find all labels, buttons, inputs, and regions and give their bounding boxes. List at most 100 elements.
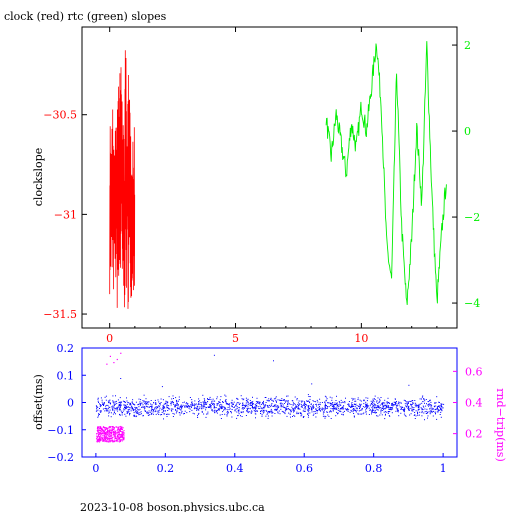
- offset-point: [282, 404, 284, 406]
- rndtrip-point: [111, 438, 113, 440]
- offset-point: [350, 409, 352, 411]
- offset-point: [222, 411, 224, 413]
- offset-point: [419, 411, 421, 413]
- rndtrip-point: [108, 435, 110, 437]
- offset-point: [221, 414, 223, 415]
- offset-point: [395, 401, 397, 403]
- offset-point: [395, 401, 397, 402]
- rndtrip-point: [122, 433, 124, 435]
- offset-point: [233, 401, 235, 403]
- offset-point: [367, 405, 369, 407]
- offset-point: [189, 411, 191, 413]
- offset-point: [376, 401, 378, 403]
- rndtrip-point: [123, 433, 125, 435]
- offset-point: [390, 404, 392, 406]
- offset-point: [198, 398, 200, 400]
- offset-point: [209, 404, 211, 405]
- offset-point: [420, 407, 422, 409]
- offset-point: [249, 400, 251, 401]
- offset-point: [429, 408, 431, 410]
- offset-point: [342, 406, 344, 408]
- offset-point: [172, 413, 174, 414]
- offset-point: [265, 415, 267, 417]
- offset-point: [305, 406, 306, 408]
- offset-point: [201, 411, 203, 413]
- offset-point: [97, 400, 99, 402]
- offset-point: [392, 408, 394, 410]
- rndtrip-point: [108, 441, 110, 443]
- rndtrip-outlier-point: [120, 352, 122, 354]
- offset-point: [103, 402, 105, 403]
- offset-point: [374, 404, 376, 406]
- offset-point: [226, 415, 228, 417]
- offset-point: [241, 408, 243, 410]
- offset-point: [222, 402, 224, 403]
- offset-point: [354, 398, 356, 400]
- offset-point: [403, 413, 405, 415]
- rndtrip-point: [103, 435, 105, 436]
- offset-point: [344, 408, 346, 410]
- offset-point: [343, 405, 345, 407]
- top-x-tick-label: 5: [232, 332, 239, 345]
- offset-point: [205, 403, 207, 405]
- offset-point: [150, 403, 152, 405]
- offset-point: [203, 403, 205, 405]
- offset-point: [168, 408, 170, 410]
- offset-point: [228, 404, 230, 406]
- offset-point: [143, 406, 145, 408]
- offset-point: [247, 405, 249, 407]
- offset-point: [322, 413, 324, 415]
- offset-point: [268, 411, 270, 412]
- offset-point: [267, 412, 269, 414]
- rndtrip-point: [122, 427, 124, 429]
- rndtrip-point: [120, 435, 122, 437]
- offset-point: [368, 414, 370, 415]
- offset-point: [171, 410, 173, 412]
- rndtrip-point: [105, 433, 107, 435]
- offset-point: [198, 401, 200, 402]
- offset-point: [229, 406, 231, 408]
- offset-point: [198, 408, 200, 410]
- offset-point: [408, 407, 410, 409]
- offset-point: [185, 403, 187, 405]
- rndtrip-point: [113, 439, 115, 441]
- offset-point: [187, 403, 189, 405]
- rndtrip-point: [112, 440, 114, 442]
- offset-point: [412, 408, 414, 410]
- offset-point: [129, 407, 131, 409]
- offset-point: [342, 411, 344, 413]
- offset-point: [132, 408, 134, 410]
- bottom-y2-tick-label: 0.6: [465, 365, 483, 378]
- offset-point: [97, 407, 99, 409]
- rndtrip-point: [119, 428, 121, 430]
- rndtrip-point: [97, 432, 99, 433]
- offset-point: [167, 401, 169, 403]
- offset-point: [213, 410, 215, 412]
- offset-point: [113, 411, 115, 413]
- offset-point: [292, 408, 294, 410]
- rndtrip-point: [104, 432, 106, 434]
- offset-point: [245, 400, 247, 402]
- offset-point: [132, 410, 134, 412]
- offset-point: [336, 395, 337, 397]
- offset-point: [193, 403, 195, 405]
- offset-point: [293, 404, 294, 406]
- offset-point: [440, 404, 442, 406]
- rndtrip-point: [113, 429, 115, 431]
- offset-point: [127, 411, 129, 413]
- offset-point: [163, 406, 165, 407]
- offset-point: [227, 410, 228, 412]
- offset-point: [152, 409, 154, 410]
- offset-point: [298, 412, 300, 414]
- offset-point: [216, 403, 218, 405]
- offset-point: [425, 405, 427, 407]
- offset-point: [219, 402, 221, 403]
- offset-point: [177, 400, 179, 402]
- offset-point: [380, 397, 382, 398]
- offset-point: [235, 405, 237, 407]
- rndtrip-point: [105, 427, 107, 429]
- offset-point: [293, 403, 295, 404]
- offset-point: [234, 406, 235, 408]
- offset-point: [283, 403, 285, 404]
- offset-point: [242, 404, 244, 406]
